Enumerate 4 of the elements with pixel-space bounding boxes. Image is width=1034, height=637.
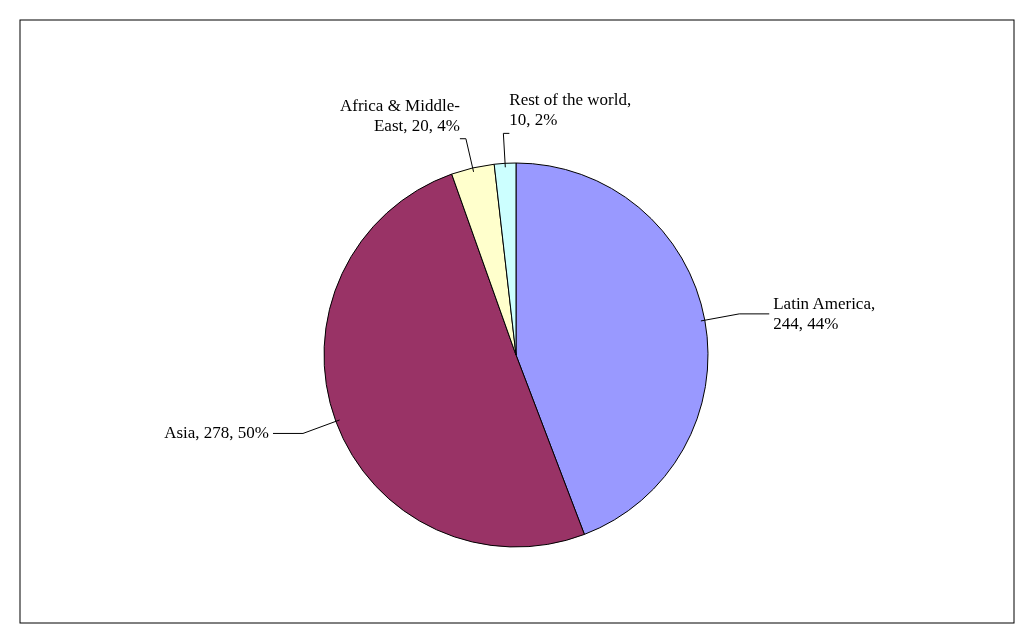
slice-label: Africa & Middle-East, 20, 4%	[339, 95, 461, 135]
slice-label: Latin America, 244, 44%	[773, 293, 876, 333]
slice-label: Asia, 278, 50%	[164, 423, 269, 443]
slice-label: Rest of the world, 10, 2%	[509, 90, 632, 130]
